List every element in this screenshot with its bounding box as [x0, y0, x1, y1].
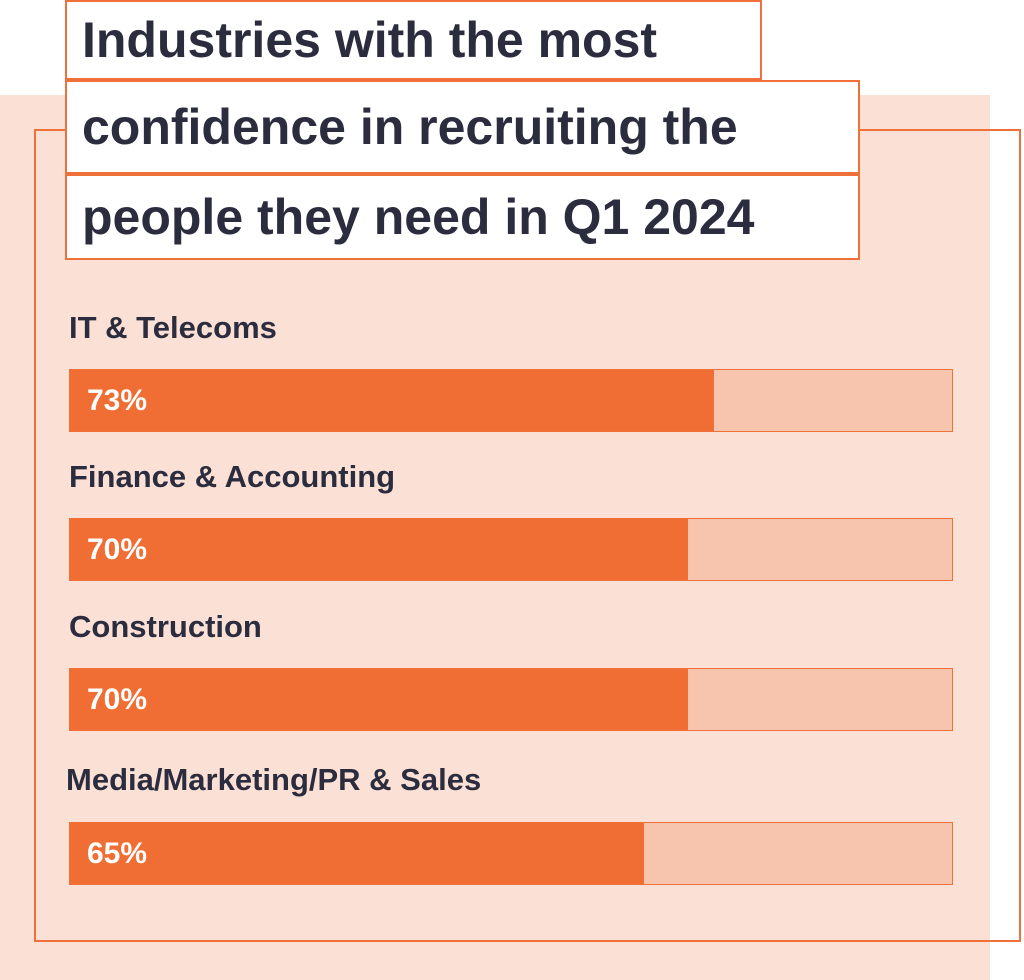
bar-label: IT & Telecoms	[69, 310, 277, 345]
bar-value-label: 65%	[87, 836, 148, 870]
chart-title-text-2: confidence in recruiting the	[82, 99, 738, 155]
bar-track: 73%	[69, 369, 953, 432]
bar-label: Media/Marketing/PR & Sales	[66, 762, 482, 797]
chart-title-line-2: confidence in recruiting the	[65, 80, 860, 174]
bar-label: Construction	[69, 609, 262, 644]
chart-title-text-1: Industries with the most	[82, 12, 658, 68]
bar-value-label: 70%	[87, 682, 148, 716]
bar-value-label: 70%	[87, 532, 148, 566]
bar	[70, 370, 714, 431]
bar	[70, 519, 688, 580]
chart-title-text-3: people they need in Q1 2024	[82, 189, 755, 245]
bar-track: 70%	[69, 518, 953, 581]
chart-title-line-3: people they need in Q1 2024	[65, 174, 860, 260]
chart-title-line-1: Industries with the most	[65, 0, 762, 80]
bar-label: Finance & Accounting	[69, 459, 396, 494]
bar-value-label: 73%	[87, 383, 148, 417]
bar-track: 65%	[69, 822, 953, 885]
bar-track: 70%	[69, 668, 953, 731]
bar	[70, 823, 644, 884]
bar	[70, 669, 688, 730]
